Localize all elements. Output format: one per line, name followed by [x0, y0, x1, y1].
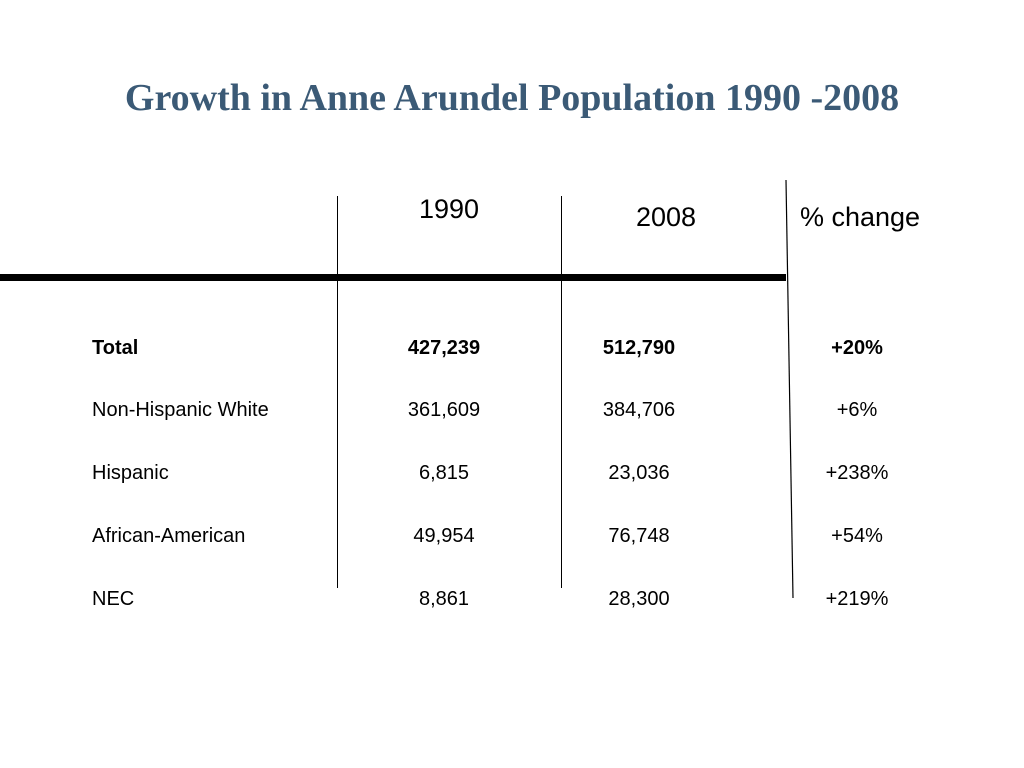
row-value-2008: 384,706 — [602, 399, 676, 421]
row-value-1990: 49,954 — [413, 525, 475, 547]
row-value-change: +219% — [825, 588, 889, 610]
column-header-2008: 2008 — [635, 202, 697, 232]
row-value-change: +6% — [836, 399, 878, 421]
table-row-african-american: African-American 49,954 76,748 +54% — [0, 525, 1024, 555]
row-value-1990: 6,815 — [418, 462, 470, 484]
row-value-2008: 512,790 — [602, 337, 676, 359]
row-value-change: +238% — [825, 462, 889, 484]
row-label: Total — [92, 337, 139, 359]
row-value-2008: 23,036 — [608, 462, 670, 484]
slide-title: Growth in Anne Arundel Population 1990 -… — [124, 77, 900, 119]
row-value-1990: 361,609 — [407, 399, 481, 421]
row-label: NEC — [92, 588, 135, 610]
column-divider-1 — [337, 196, 338, 588]
row-value-2008: 28,300 — [608, 588, 670, 610]
row-value-1990: 427,239 — [407, 337, 481, 359]
table-row-nec: NEC 8,861 28,300 +219% — [0, 588, 1024, 618]
column-divider-2 — [561, 196, 562, 588]
column-header-1990: 1990 — [418, 194, 480, 224]
row-value-change: +20% — [831, 337, 883, 359]
table-row-non-hispanic-white: Non-Hispanic White 361,609 384,706 +6% — [0, 399, 1024, 429]
row-label: Hispanic — [92, 462, 169, 484]
table-row-total: Total 427,239 512,790 +20% — [0, 337, 1024, 367]
header-divider-rule — [0, 274, 786, 281]
row-value-2008: 76,748 — [608, 525, 670, 547]
column-header-percent-change: % change — [799, 202, 921, 232]
table-row-hispanic: Hispanic 6,815 23,036 +238% — [0, 462, 1024, 492]
row-value-1990: 8,861 — [418, 588, 470, 610]
row-label: African-American — [92, 525, 246, 547]
row-value-change: +54% — [831, 525, 883, 547]
row-label: Non-Hispanic White — [92, 399, 269, 421]
